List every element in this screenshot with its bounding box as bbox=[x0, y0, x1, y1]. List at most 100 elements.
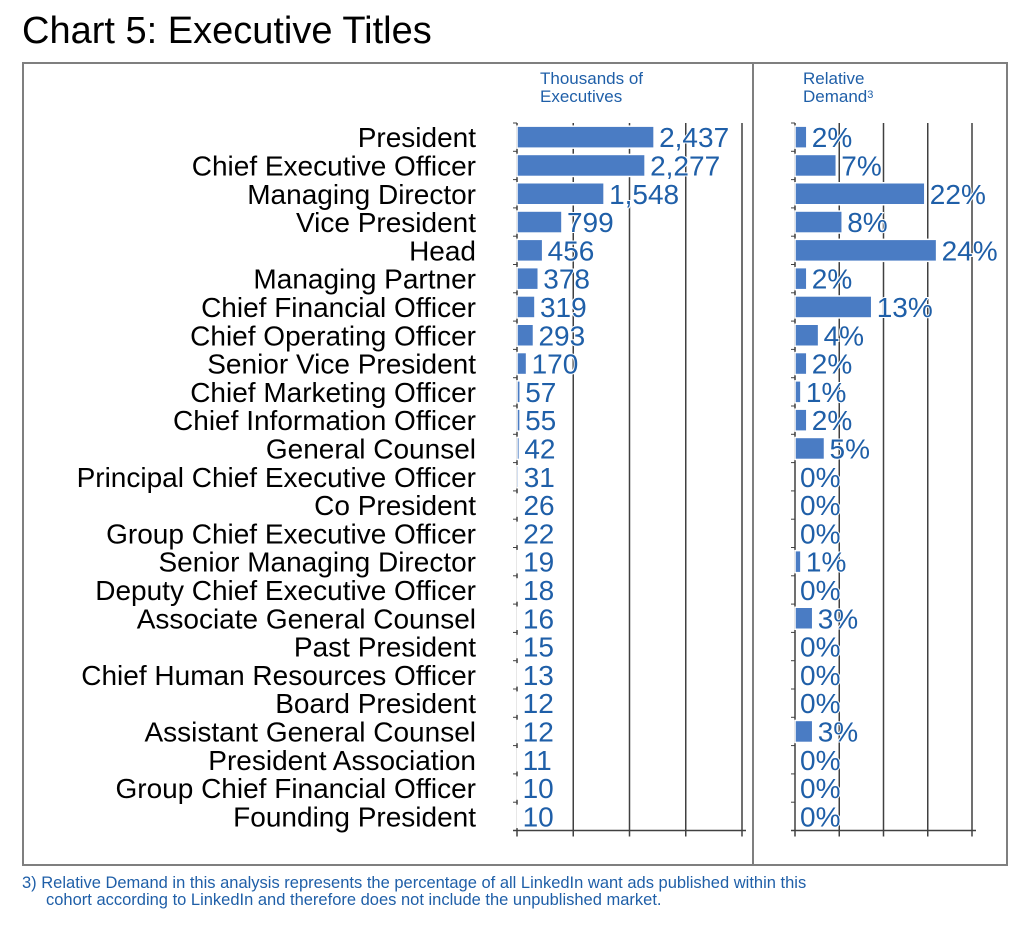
demand-header-word: Demand bbox=[803, 87, 868, 106]
panel-divider bbox=[752, 62, 754, 866]
executives-bar bbox=[516, 238, 544, 263]
executives-data-label: 16 bbox=[523, 603, 554, 634]
executives-bar bbox=[516, 691, 519, 715]
demand-data-label: 0% bbox=[800, 745, 840, 776]
executives-data-label: 2,277 bbox=[650, 150, 720, 181]
category-label: General Counsel bbox=[266, 433, 476, 464]
executives-bar bbox=[516, 521, 519, 546]
executives-bar bbox=[516, 493, 520, 517]
category-label: Chief Information Officer bbox=[173, 405, 476, 436]
executives-data-label: 456 bbox=[548, 235, 595, 266]
category-label: Founding President bbox=[233, 801, 476, 832]
executives-data-label: 26 bbox=[523, 490, 554, 521]
executives-data-label: 19 bbox=[523, 547, 554, 578]
demand-data-label: 1% bbox=[806, 377, 846, 408]
executives-bar bbox=[516, 578, 519, 602]
category-label: Chief Financial Officer bbox=[201, 292, 476, 323]
executives-bar bbox=[516, 606, 519, 630]
executives-data-label: 57 bbox=[525, 377, 556, 408]
category-label: Assistant General Counsel bbox=[144, 716, 476, 747]
executives-bar bbox=[516, 266, 540, 291]
executives-data-label: 42 bbox=[524, 433, 555, 464]
executives-header-line1: Thousands of bbox=[540, 69, 644, 88]
demand-data-label: 2% bbox=[812, 122, 852, 153]
demand-data-label: 0% bbox=[800, 462, 840, 493]
executives-data-label: 293 bbox=[538, 320, 585, 351]
demand-bar bbox=[794, 408, 808, 432]
footnote-line1: 3) Relative Demand in this analysis repr… bbox=[22, 874, 807, 892]
demand-data-label: 0% bbox=[800, 660, 840, 691]
footnote-marker: 3 bbox=[867, 89, 874, 101]
category-label: Chief Operating Officer bbox=[190, 320, 476, 351]
demand-bar bbox=[794, 295, 873, 319]
category-label: Senior Managing Director bbox=[159, 547, 477, 578]
demand-bar bbox=[794, 719, 814, 744]
executives-bar bbox=[516, 549, 519, 574]
demand-data-label: 3% bbox=[818, 603, 858, 634]
executives-data-label: 31 bbox=[524, 462, 555, 493]
category-label: Principal Chief Executive Officer bbox=[77, 462, 476, 493]
executives-data-label: 10 bbox=[523, 773, 554, 804]
demand-bar bbox=[794, 210, 843, 234]
executives-data-label: 10 bbox=[523, 801, 554, 832]
category-label: Managing Partner bbox=[253, 264, 476, 295]
category-label: Deputy Chief Executive Officer bbox=[95, 575, 476, 606]
demand-data-label: 0% bbox=[800, 688, 840, 719]
category-label: Group Chief Financial Officer bbox=[115, 773, 476, 804]
executives-bar bbox=[516, 295, 536, 319]
executives-bar bbox=[516, 663, 519, 687]
executives-bar bbox=[516, 748, 519, 772]
category-label: Head bbox=[409, 235, 476, 266]
executives-data-label: 2,437 bbox=[659, 122, 729, 153]
executives-data-label: 170 bbox=[532, 349, 579, 380]
footnote: 3) Relative Demand in this analysis repr… bbox=[22, 875, 1012, 909]
category-label: Chief Executive Officer bbox=[192, 150, 476, 181]
executives-data-label: 13 bbox=[523, 660, 554, 691]
executives-data-label: 1,548 bbox=[609, 179, 679, 210]
demand-data-label: 24% bbox=[942, 235, 998, 266]
demand-data-label: 0% bbox=[800, 632, 840, 663]
executives-bar bbox=[516, 210, 563, 234]
demand-data-label: 13% bbox=[877, 292, 933, 323]
chart-title: Chart 5: Executive Titles bbox=[22, 10, 432, 52]
demand-data-label: 5% bbox=[830, 433, 870, 464]
executives-bar bbox=[516, 323, 535, 347]
demand-data-label: 7% bbox=[841, 150, 881, 181]
demand-bar bbox=[794, 380, 802, 404]
executives-data-label: 799 bbox=[567, 207, 614, 238]
demand-data-label: 8% bbox=[847, 207, 887, 238]
demand-bar bbox=[794, 606, 814, 630]
category-label: President bbox=[358, 122, 477, 153]
category-label: Chief Marketing Officer bbox=[190, 377, 476, 408]
demand-bar bbox=[794, 125, 808, 149]
demand-data-label: 22% bbox=[930, 179, 986, 210]
executives-data-label: 319 bbox=[540, 292, 587, 323]
executives-bar bbox=[516, 776, 519, 800]
demand-data-label: 0% bbox=[800, 518, 840, 549]
executives-data-label: 55 bbox=[525, 405, 556, 436]
demand-panel-header: Relative Demand3 bbox=[803, 70, 873, 106]
executives-panel-header: Thousands of Executives bbox=[540, 70, 643, 106]
chart-frame bbox=[22, 62, 1008, 866]
category-label: Group Chief Executive Officer bbox=[106, 518, 476, 549]
executives-bar bbox=[516, 182, 605, 206]
demand-data-label: 2% bbox=[812, 264, 852, 295]
executives-data-label: 11 bbox=[523, 745, 552, 776]
category-label: Senior Vice President bbox=[207, 349, 476, 380]
demand-data-label: 0% bbox=[800, 575, 840, 606]
demand-bar bbox=[794, 436, 826, 461]
demand-header-line2: Demand3 bbox=[803, 88, 873, 106]
demand-bar bbox=[794, 182, 926, 206]
executives-data-label: 15 bbox=[523, 632, 554, 663]
category-label: Past President bbox=[294, 632, 476, 663]
demand-bar bbox=[794, 351, 808, 376]
category-label: Managing Director bbox=[247, 179, 476, 210]
demand-bar bbox=[794, 549, 802, 574]
executives-bar bbox=[516, 153, 646, 178]
executives-bar bbox=[516, 408, 521, 432]
executives-data-label: 22 bbox=[523, 518, 554, 549]
executives-bar bbox=[516, 380, 521, 404]
demand-header-line1: Relative bbox=[803, 69, 865, 88]
executives-data-label: 12 bbox=[523, 688, 554, 719]
